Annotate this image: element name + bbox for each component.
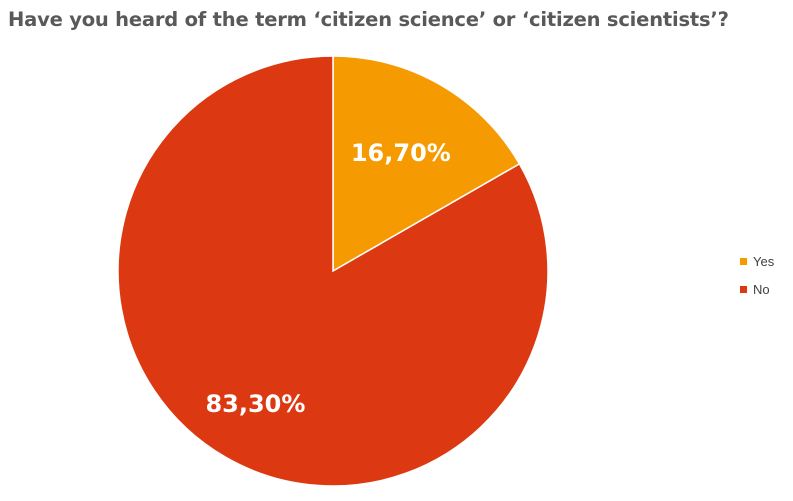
legend-swatch-no xyxy=(740,285,747,293)
legend-label-yes: Yes xyxy=(753,253,775,269)
legend: Yes No xyxy=(740,247,774,303)
legend-label-no: No xyxy=(753,281,770,297)
legend-item-yes: Yes xyxy=(740,247,774,275)
data-label-yes: 16,70% xyxy=(351,139,451,167)
legend-item-no: No xyxy=(740,275,774,303)
pie-slice-no xyxy=(117,55,549,487)
chart-title: Have you heard of the term ‘citizen scie… xyxy=(8,8,729,31)
legend-swatch-yes xyxy=(740,257,747,265)
pie-slice-yes xyxy=(332,55,521,273)
data-label-no: 83,30% xyxy=(205,390,305,418)
